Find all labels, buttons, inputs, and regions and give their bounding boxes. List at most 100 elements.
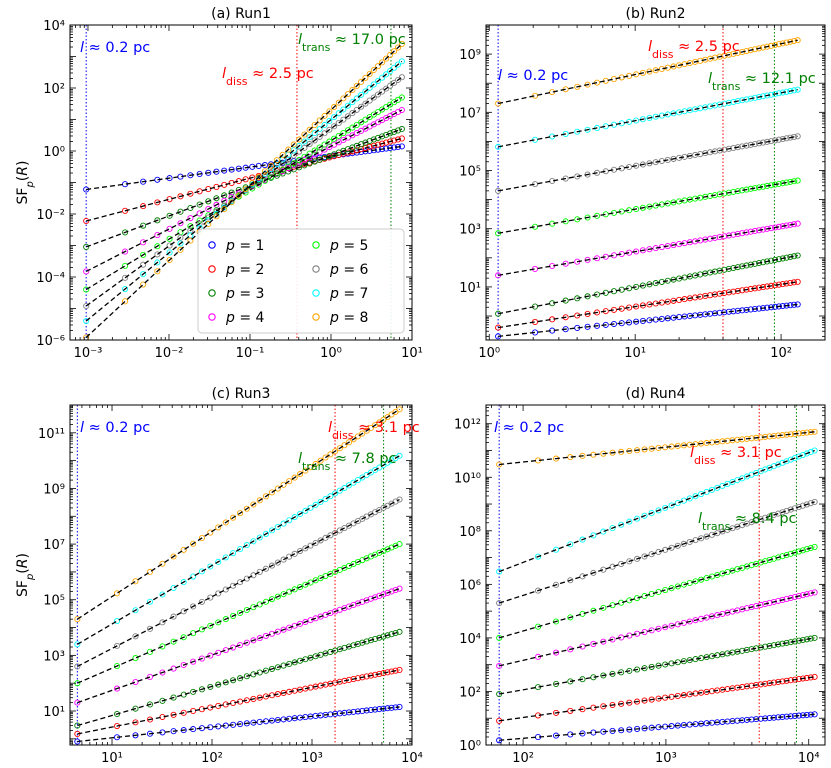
data-point — [344, 113, 351, 120]
data-point — [366, 143, 373, 150]
series-p8 — [74, 406, 403, 623]
data-point — [379, 59, 386, 66]
data-point — [391, 79, 398, 86]
fit-line — [499, 637, 815, 695]
data-point — [799, 451, 806, 459]
data-point — [787, 506, 794, 513]
data-point — [398, 74, 405, 81]
data-point — [618, 727, 625, 734]
data-point — [680, 581, 687, 588]
fit-line — [498, 281, 798, 329]
data-point — [322, 534, 329, 541]
data-point — [113, 663, 121, 670]
legend-marker — [312, 241, 320, 249]
data-point — [383, 85, 390, 92]
legend-marker — [208, 241, 216, 249]
series-p1 — [74, 703, 403, 745]
data-point — [398, 94, 405, 101]
data-point — [322, 454, 329, 461]
data-point — [268, 562, 276, 569]
data-point — [83, 334, 90, 340]
data-point — [296, 156, 303, 164]
data-point — [222, 554, 229, 561]
data-point — [398, 125, 405, 133]
data-point — [250, 501, 257, 508]
data-point — [166, 235, 173, 242]
x-tick-label: 10² — [201, 751, 223, 766]
data-point — [146, 568, 154, 575]
data-point — [350, 436, 357, 443]
data-point — [358, 103, 365, 110]
data-point — [237, 642, 244, 649]
plot-area — [74, 405, 403, 745]
series-p8 — [495, 37, 801, 107]
x-axis: 10² 10³ 10⁴ — [490, 405, 820, 766]
data-point — [692, 578, 699, 585]
series-p5 — [496, 543, 818, 641]
data-point — [335, 110, 342, 117]
data-point — [170, 665, 177, 672]
data-point — [290, 166, 297, 173]
data-point — [297, 657, 304, 664]
data-point — [280, 481, 287, 488]
data-point — [262, 632, 270, 639]
data-point — [353, 147, 360, 154]
data-point — [177, 208, 184, 215]
data-point — [680, 692, 687, 699]
fit-line — [497, 222, 798, 276]
data-point — [327, 451, 334, 458]
data-point — [213, 195, 220, 202]
data-point — [674, 542, 681, 549]
series-p5 — [495, 177, 801, 237]
x-tick-label: 10⁰ — [478, 346, 500, 361]
data-point — [618, 560, 625, 568]
legend-marker — [208, 265, 216, 273]
annotation-trans: ltrans ≈ 12.1 pc — [708, 71, 816, 93]
data-point — [256, 635, 263, 642]
data-point — [286, 624, 293, 631]
data-point — [639, 302, 646, 309]
data-point — [366, 70, 373, 77]
data-point — [794, 37, 801, 44]
data-point — [322, 572, 329, 580]
data-point — [335, 99, 342, 106]
data-point — [618, 599, 625, 606]
data-point — [154, 268, 161, 275]
x-tick-label: 10¹ — [101, 751, 123, 766]
x-tick-label: 10³ — [655, 751, 677, 766]
annotation-diss: ldiss ≈ 2.5 pc — [222, 66, 314, 88]
data-point — [335, 132, 342, 139]
data-point — [83, 243, 90, 250]
data-point — [273, 157, 280, 164]
data-point — [297, 548, 304, 555]
fit-line — [499, 676, 815, 722]
data-point — [312, 501, 319, 508]
legend-label: p = 5 — [329, 238, 368, 254]
data-point — [714, 484, 721, 491]
y-tick-label: 10¹ — [459, 281, 481, 296]
data-point — [132, 732, 139, 739]
data-point — [170, 694, 177, 701]
data-point — [243, 639, 250, 646]
data-point — [187, 215, 194, 222]
data-point — [280, 556, 287, 563]
data-point — [609, 525, 616, 532]
panel-run3: (c) Run3 10¹ 10² 10³ 10⁴ 10¹ 10³ 10⁵ 10⁷ 10⁹ 10¹¹ S… — [15, 386, 423, 766]
data-point — [394, 136, 402, 143]
data-point — [301, 144, 308, 151]
data-point — [326, 117, 333, 125]
data-point — [198, 568, 205, 575]
data-point — [280, 591, 287, 598]
series-p3 — [495, 252, 801, 317]
data-point — [795, 453, 802, 460]
data-point — [215, 681, 222, 688]
data-point — [349, 124, 356, 131]
data-point — [177, 193, 184, 200]
data-point — [359, 639, 366, 646]
data-point — [262, 598, 270, 605]
data-point — [376, 419, 383, 426]
data-point — [680, 497, 687, 504]
data-point — [376, 634, 383, 641]
data-point — [719, 482, 726, 489]
